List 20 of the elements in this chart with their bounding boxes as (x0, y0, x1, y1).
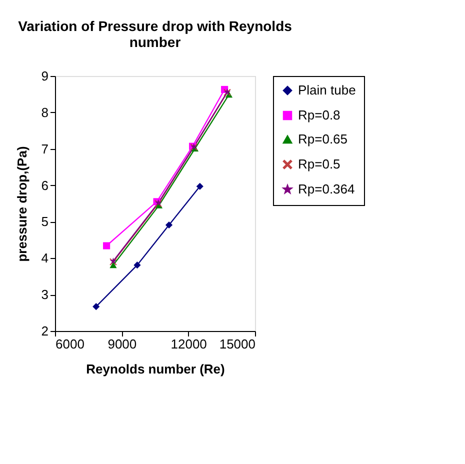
legend-label: Plain tube (298, 82, 356, 98)
y-tick-label: 2 (41, 324, 48, 338)
x-tick-label: 15000 (219, 336, 256, 352)
x-tick-label: 9000 (108, 336, 137, 352)
x-tick-label: 6000 (56, 336, 84, 352)
y-tick-label: 8 (41, 104, 48, 120)
y-tick-label: 7 (41, 141, 48, 156)
y-tick-label: 4 (41, 250, 48, 266)
y-tick-label: 6 (41, 178, 48, 193)
legend-label: Rp=0.65 (298, 132, 348, 146)
y-axis-title: pressure drop,(Pa) (14, 146, 30, 262)
legend-label: Rp=0.8 (298, 108, 340, 122)
y-tick-label: 3 (41, 287, 48, 302)
y-tick-label: 5 (41, 214, 48, 230)
legend-label: Rp=0.364 (298, 182, 355, 196)
x-tick-label: 12000 (170, 336, 207, 352)
legend-label: Rp=0.5 (298, 156, 340, 172)
chart-title: Variation of Pressure drop with Reynolds number (18, 18, 292, 50)
y-tick-label: 9 (41, 68, 48, 84)
x-axis-title: Reynolds number (Re) (86, 362, 225, 376)
